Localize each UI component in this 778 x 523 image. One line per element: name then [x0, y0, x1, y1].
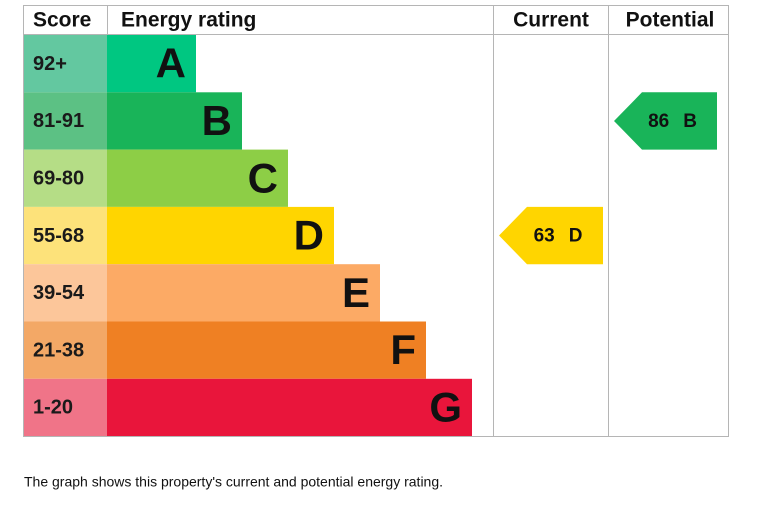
score-label: 39-54	[33, 282, 85, 304]
band-letter: E	[342, 269, 370, 316]
score-cell	[23, 264, 107, 322]
rating-bar	[107, 321, 426, 379]
score-cell	[23, 149, 107, 207]
current-letter: D	[569, 226, 583, 247]
score-cell	[23, 378, 107, 436]
score-label: 55-68	[33, 225, 84, 247]
score-label: 1-20	[33, 397, 73, 419]
score-cell	[23, 206, 107, 265]
footnote: The graph shows this property's current …	[24, 474, 443, 490]
band-letter: A	[156, 40, 186, 87]
rating-bar	[107, 149, 288, 207]
rating-bar	[107, 264, 380, 322]
header-rating: Energy rating	[121, 9, 256, 32]
score-cell	[23, 92, 107, 150]
potential-letter: B	[683, 111, 697, 132]
band-letter: D	[294, 212, 324, 259]
potential-value: 86	[648, 111, 669, 132]
rating-bar	[107, 378, 472, 436]
current-arrow	[499, 206, 603, 265]
bands: 92+ A 81-91 B 69-80 C 55-68 D 39-54 E 21-38 F 1-20 G	[23, 35, 472, 436]
score-label: 92+	[33, 53, 67, 75]
rating-bar	[107, 206, 334, 265]
potential-arrow	[614, 92, 717, 150]
score-label: 81-91	[33, 110, 84, 132]
rating-bar	[107, 92, 242, 150]
band-letter: B	[202, 97, 232, 144]
band-letter: F	[390, 326, 416, 373]
score-cell	[23, 321, 107, 379]
band-letter: C	[248, 154, 278, 201]
score-label: 21-38	[33, 339, 84, 361]
rating-bar	[107, 35, 196, 93]
header-potential: Potential	[626, 9, 715, 32]
score-label: 69-80	[33, 168, 84, 190]
header-score: Score	[33, 9, 91, 32]
arrows: 63 D 86 B	[499, 92, 717, 265]
score-cell	[23, 35, 107, 93]
potential-label: 86 B	[648, 111, 697, 132]
current-value: 63	[534, 226, 555, 247]
band-letter: G	[429, 383, 462, 430]
table-frame	[23, 5, 729, 437]
header-current: Current	[513, 9, 589, 32]
current-label: 63 D	[534, 226, 583, 247]
